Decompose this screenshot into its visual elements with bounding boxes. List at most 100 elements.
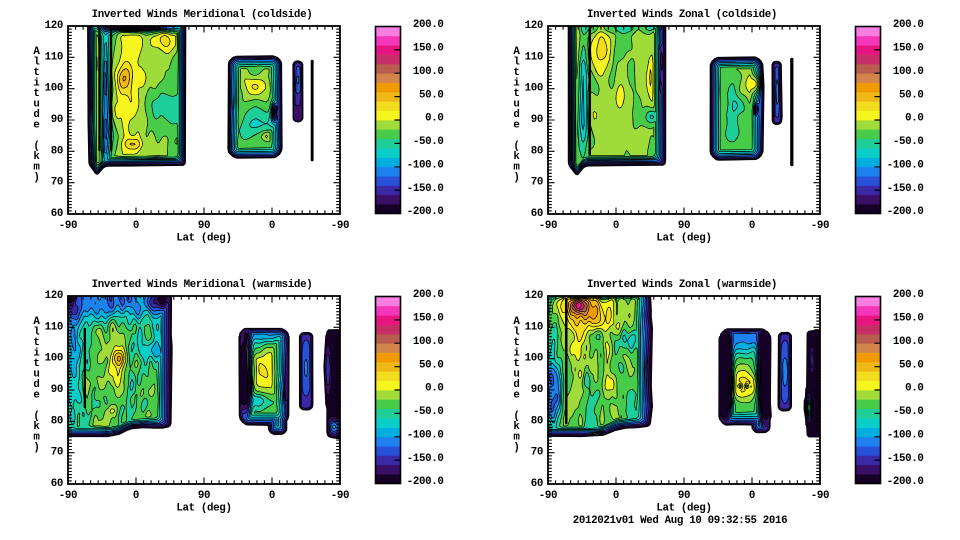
svg-text:150.0: 150.0 [893,43,924,55]
svg-text:e: e [33,120,39,132]
svg-text:Inverted Winds Meridional (war: Inverted Winds Meridional (warmside) [92,279,313,291]
svg-text:e: e [513,390,519,402]
svg-text:t: t [33,358,39,370]
svg-text:80: 80 [531,145,543,157]
svg-text:90: 90 [531,384,543,396]
svg-text:-90: -90 [811,220,829,232]
svg-text:u: u [33,369,39,381]
svg-text:0.0: 0.0 [425,113,443,125]
svg-text:t: t [33,337,39,349]
svg-text:m: m [33,162,40,174]
svg-text:e: e [513,120,519,132]
svg-text:e: e [33,390,39,402]
svg-text:-200.0: -200.0 [887,476,924,488]
svg-text:0: 0 [613,490,619,502]
svg-text:200.0: 200.0 [893,19,924,31]
svg-text:0.0: 0.0 [905,383,923,395]
svg-text:m: m [33,432,40,444]
svg-text:100.0: 100.0 [413,336,444,348]
svg-text:m: m [513,162,520,174]
svg-text:0.0: 0.0 [425,383,443,395]
svg-text:(: ( [33,141,39,153]
svg-text:): ) [513,172,519,184]
svg-text:60: 60 [531,208,543,220]
svg-text:120: 120 [525,290,543,302]
svg-text:50.0: 50.0 [899,89,924,101]
svg-text:60: 60 [531,478,543,490]
svg-text:110: 110 [45,51,63,63]
svg-text:l: l [513,327,520,339]
svg-text:-200.0: -200.0 [887,206,924,218]
svg-text:A: A [513,316,520,328]
svg-text:A: A [33,316,40,328]
svg-text:-100.0: -100.0 [407,429,444,441]
svg-text:-100.0: -100.0 [887,429,924,441]
svg-text:i: i [513,78,520,90]
svg-text:0: 0 [133,490,139,502]
svg-text:90: 90 [531,114,543,126]
svg-text:50.0: 50.0 [419,359,444,371]
svg-text:100: 100 [45,353,63,365]
svg-text:0: 0 [749,220,755,232]
svg-text:200.0: 200.0 [413,19,444,31]
svg-text:): ) [33,172,39,184]
svg-text:-150.0: -150.0 [887,453,924,465]
svg-text:90: 90 [678,220,690,232]
svg-text:150.0: 150.0 [413,43,444,55]
svg-text:80: 80 [531,415,543,427]
svg-text:k: k [33,151,40,163]
svg-text:l: l [513,57,520,69]
svg-text:(: ( [513,141,519,153]
svg-text:d: d [33,379,39,391]
svg-text:-90: -90 [539,220,557,232]
svg-text:90: 90 [51,384,63,396]
svg-text:u: u [513,99,519,111]
svg-text:): ) [513,442,519,454]
svg-text:100.0: 100.0 [893,66,924,78]
svg-text:0: 0 [613,220,619,232]
svg-text:Inverted Winds Meridional (col: Inverted Winds Meridional (coldside) [92,9,313,21]
svg-text:i: i [33,78,40,90]
svg-text:200.0: 200.0 [893,289,924,301]
svg-text:Lat (deg): Lat (deg) [656,233,711,245]
svg-text:0: 0 [269,490,275,502]
svg-text:100.0: 100.0 [413,66,444,78]
svg-text:-90: -90 [59,490,77,502]
svg-text:100: 100 [45,83,63,95]
svg-text:u: u [33,99,39,111]
svg-text:-50.0: -50.0 [893,406,924,418]
svg-text:70: 70 [51,177,63,189]
svg-text:70: 70 [51,447,63,459]
svg-text:50.0: 50.0 [899,359,924,371]
svg-text:-150.0: -150.0 [407,183,444,195]
svg-text:0: 0 [269,220,275,232]
svg-text:t: t [513,358,519,370]
svg-text:-150.0: -150.0 [887,183,924,195]
svg-text:0: 0 [749,490,755,502]
svg-text:i: i [513,348,520,360]
svg-text:m: m [513,432,520,444]
svg-text:120: 120 [525,20,543,32]
svg-text:100: 100 [525,83,543,95]
svg-text:(: ( [33,411,39,423]
svg-text:2012021v01 Wed Aug 10 09:32:55: 2012021v01 Wed Aug 10 09:32:55 2016 [573,515,788,527]
svg-text:k: k [513,421,520,433]
svg-text:t: t [33,88,39,100]
svg-text:0: 0 [133,220,139,232]
svg-text:Inverted Winds Zonal (coldside: Inverted Winds Zonal (coldside) [587,9,777,21]
svg-text:0.0: 0.0 [905,113,923,125]
svg-text:-200.0: -200.0 [407,206,444,218]
svg-text:60: 60 [51,478,63,490]
svg-text:-150.0: -150.0 [407,453,444,465]
svg-text:100.0: 100.0 [893,336,924,348]
svg-text:90: 90 [51,114,63,126]
svg-text:d: d [513,379,519,391]
svg-text:-50.0: -50.0 [413,406,444,418]
svg-text:-90: -90 [59,220,77,232]
svg-text:Lat (deg): Lat (deg) [176,233,231,245]
svg-text:d: d [33,109,39,121]
svg-text:u: u [513,369,519,381]
svg-text:A: A [33,46,40,58]
svg-text:-100.0: -100.0 [887,159,924,171]
svg-text:t: t [33,67,39,79]
